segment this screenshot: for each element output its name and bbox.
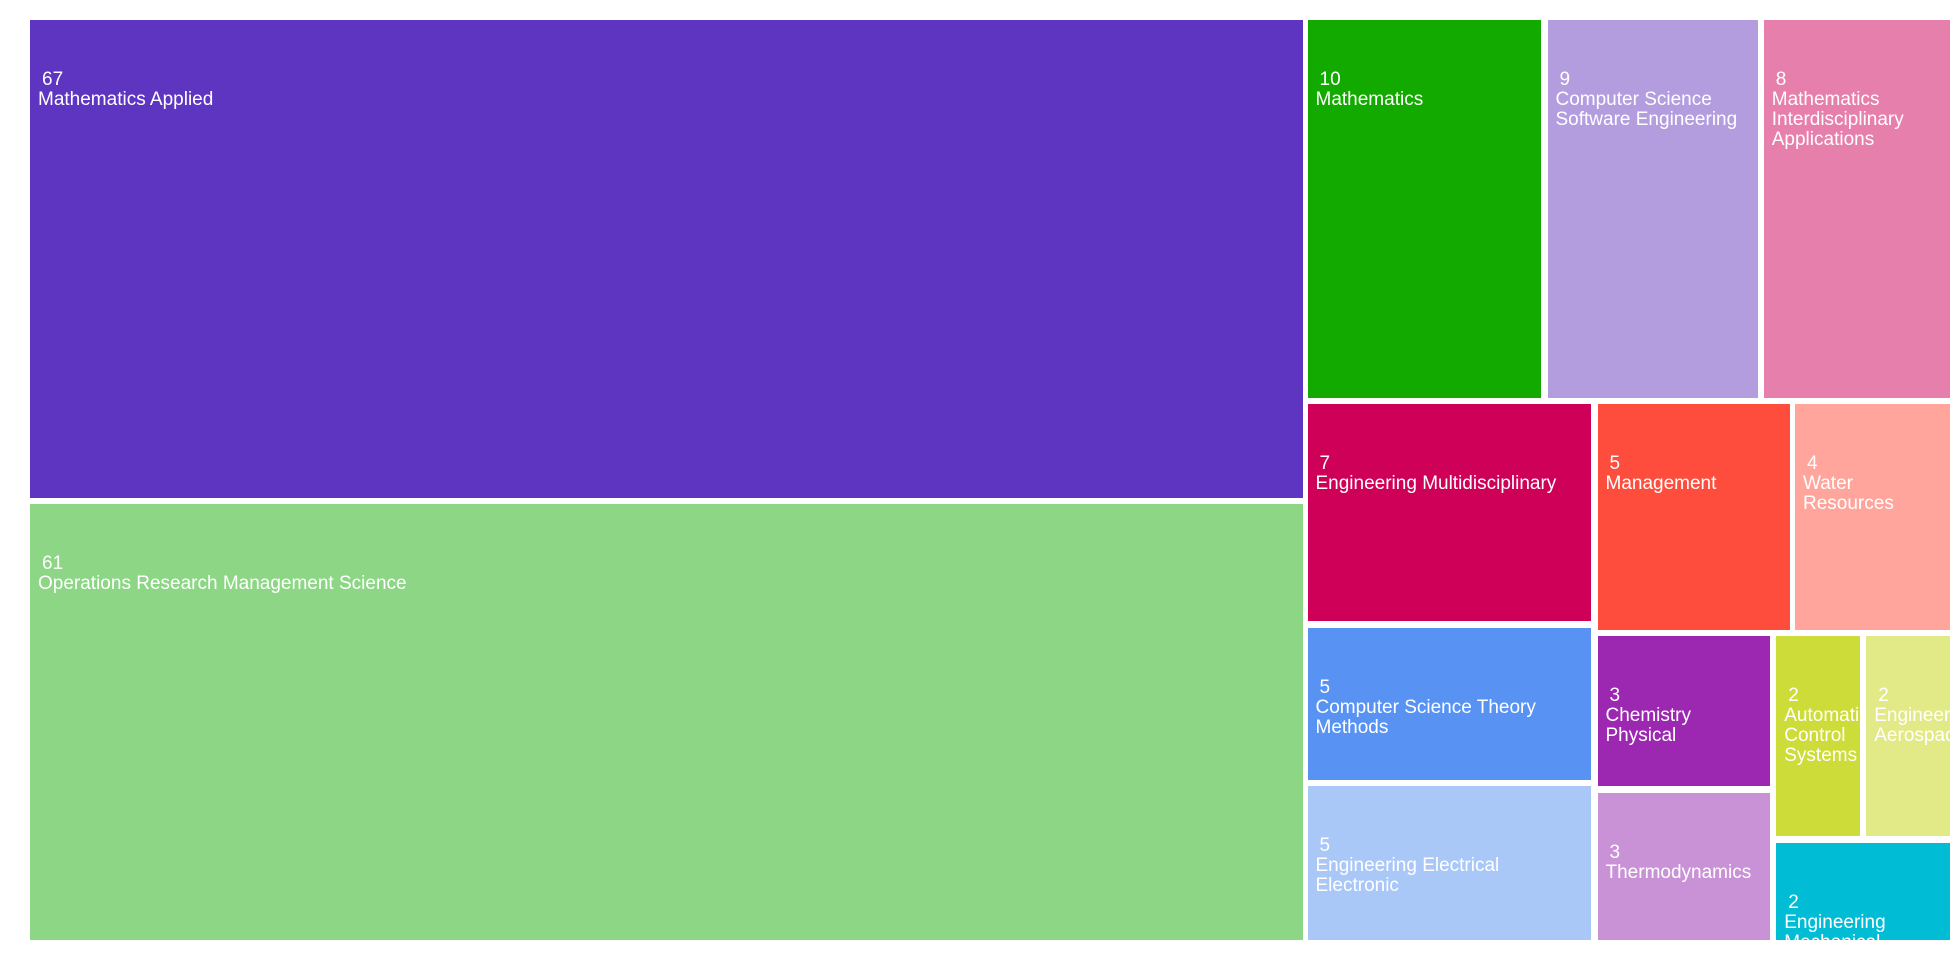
tile-value: 2 — [1788, 891, 1799, 913]
tile-value: 5 — [1319, 835, 1331, 857]
tile-value: 8 — [1775, 69, 1787, 90]
tile: 2Automation Control Systems — [1776, 636, 1860, 837]
tile-value: 61 — [42, 552, 64, 574]
tile: 9 Computer Science Software Engineering — [1547, 20, 1758, 398]
tile-label: Engineering Mechanical — [1784, 911, 1886, 940]
tile-value: 5 — [1609, 452, 1621, 474]
tile: 7 Engineering Multidisciplinary — [1307, 403, 1592, 622]
tile-label: Management — [1605, 472, 1717, 494]
tile: 5 Computer Science Theory Methods — [1307, 627, 1592, 780]
tile-label: Water Resources — [1803, 472, 1894, 514]
tile: 3 Chemistry Physical — [1597, 636, 1770, 787]
tile: 5 Management — [1597, 403, 1790, 630]
tile: 10 Mathematics — [1307, 20, 1542, 398]
tile: 3 Thermodynamics — [1597, 792, 1770, 940]
tile-label: Mathematics — [1315, 89, 1424, 110]
tile-value: 5 — [1319, 676, 1331, 698]
tile-label: Computer Science Theory Methods — [1315, 696, 1536, 738]
tile-value: 67 — [42, 69, 64, 90]
tile-value: 7 — [1319, 452, 1331, 474]
tile-label: Computer Science Software Engineering — [1555, 89, 1738, 130]
tile: 8 Mathematics Interdisciplinary Applicati… — [1763, 20, 1950, 398]
tile-value: 2 — [1878, 685, 1889, 707]
tile-value: 3 — [1609, 841, 1621, 863]
tile: 61 Operations Research Management Science — [30, 503, 1303, 940]
tile-label: Chemistry Physical — [1605, 705, 1692, 747]
tile-label: Operations Research Management Science — [38, 572, 407, 594]
tile-label: Thermodynamics — [1605, 861, 1752, 883]
tile-label: Automation Control Systems — [1784, 705, 1860, 767]
tile-label: Engineering Electrical Electronic — [1315, 855, 1500, 897]
tile: 5 Engineering Electrical Electronic — [1307, 786, 1592, 940]
tile: 4 Water Resources — [1795, 403, 1950, 630]
tile-value: 10 — [1319, 69, 1341, 90]
tile-label: Mathematics Interdisciplinary Applicatio… — [1771, 89, 1904, 150]
tile-value: 3 — [1609, 685, 1621, 707]
tile-value: 2 — [1788, 685, 1799, 707]
tile-label: Mathematics Applied — [38, 89, 214, 110]
tile-value: 9 — [1559, 69, 1571, 90]
tile-label: Engineering Aerospace — [1874, 705, 1950, 747]
tile: 67 Mathematics Applied — [30, 20, 1303, 498]
tile-value: 4 — [1807, 452, 1818, 474]
tile-label: Engineering Multidisciplinary — [1315, 472, 1557, 494]
